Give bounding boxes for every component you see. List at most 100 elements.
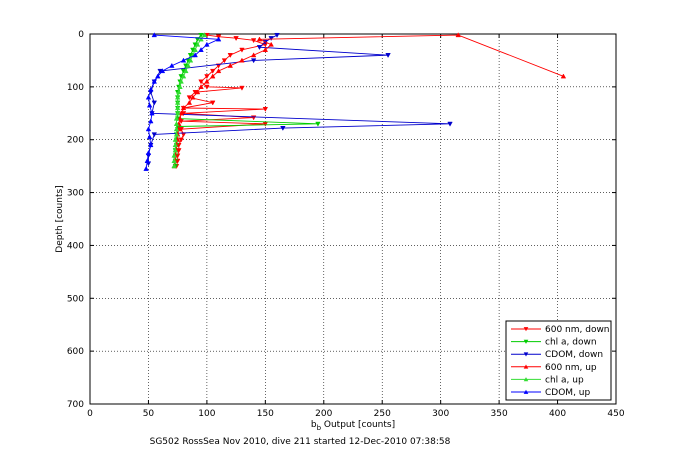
legend-marker <box>523 364 529 369</box>
data-point <box>145 126 152 132</box>
legend-entry: chl a, down <box>511 338 597 348</box>
data-point <box>146 102 153 108</box>
data-point <box>268 36 274 42</box>
data-point <box>185 62 191 68</box>
data-point <box>180 73 187 79</box>
legend-label: 600 nm, up <box>545 363 597 373</box>
y-tick-label: 700 <box>67 400 84 410</box>
data-point <box>315 121 321 127</box>
data-point <box>187 57 194 63</box>
data-point <box>178 110 184 116</box>
data-point <box>215 68 222 74</box>
legend-box <box>505 320 612 401</box>
data-point <box>172 136 179 142</box>
data-point <box>256 36 263 42</box>
data-point <box>151 78 158 84</box>
data-point <box>233 36 239 42</box>
data-point <box>256 45 263 51</box>
data-point <box>148 86 154 92</box>
data-point <box>171 158 177 163</box>
data-point <box>250 38 257 44</box>
data-point <box>178 137 184 143</box>
data-point <box>274 32 280 38</box>
data-point <box>146 134 153 140</box>
data-point <box>560 73 567 79</box>
x-tick-label: 350 <box>491 409 508 419</box>
data-point <box>178 78 184 84</box>
data-point <box>174 99 181 105</box>
data-point <box>201 32 208 38</box>
data-point <box>250 58 257 64</box>
legend-entry: chl a, up <box>511 375 584 385</box>
legend-entry: 600 nm, up <box>511 363 597 373</box>
data-point <box>221 58 228 64</box>
data-point <box>192 52 198 58</box>
data-point <box>198 36 204 42</box>
x-tick-label: 50 <box>143 409 155 419</box>
x-tick-label: 100 <box>198 409 215 419</box>
data-point <box>186 95 193 101</box>
data-point <box>174 94 181 100</box>
data-point <box>204 78 210 84</box>
data-point <box>262 106 269 112</box>
data-point <box>204 74 210 80</box>
data-point <box>148 118 154 124</box>
data-point <box>151 132 158 138</box>
data-point <box>172 147 179 153</box>
legend: 600 nm, down chl a, down CDOM, down 600 nm,… <box>505 320 612 401</box>
data-point <box>194 89 201 95</box>
y-tick-label: 400 <box>67 241 84 251</box>
y-tick-label: 100 <box>67 83 84 93</box>
legend-marker <box>523 352 529 357</box>
data-point <box>171 152 177 158</box>
data-point <box>198 84 204 89</box>
x-axis-ticks: 0 50 100 150 200 250 300 350 400 450 <box>87 34 625 419</box>
data-point <box>177 115 183 121</box>
data-point <box>174 110 181 116</box>
data-point <box>145 94 152 100</box>
data-point <box>239 47 245 53</box>
data-point <box>173 121 180 126</box>
x-tick-label: 250 <box>374 409 391 419</box>
y-axis-ticks: 0 100 200 300 400 500 600 700 <box>67 30 616 410</box>
data-point <box>204 84 210 90</box>
data-point <box>227 53 233 58</box>
series-5 <box>143 32 222 171</box>
legend-label: CDOM, up <box>545 388 590 398</box>
x-tick-label: 300 <box>432 409 449 419</box>
x-tick-label: 0 <box>87 409 93 419</box>
data-point <box>183 68 189 74</box>
data-point <box>169 62 175 68</box>
data-point <box>192 47 198 52</box>
legend-marker <box>523 377 529 382</box>
data-point <box>455 32 461 38</box>
data-point <box>159 68 166 74</box>
data-point <box>148 142 154 148</box>
data-point <box>385 53 391 58</box>
legend-entry: 600 nm, down <box>511 325 610 335</box>
footer-caption: SG502 RossSea Nov 2010, dive 211 started… <box>150 437 451 447</box>
data-point <box>143 165 149 171</box>
x-tick-label: 450 <box>607 409 624 419</box>
legend-marker <box>523 339 529 344</box>
data-point <box>198 47 204 52</box>
x-axis-label: bb Output [counts] <box>311 420 395 432</box>
data-point <box>239 85 245 91</box>
data-point <box>177 84 183 89</box>
data-point <box>194 37 201 43</box>
data-point <box>262 47 269 52</box>
data-point <box>172 142 179 148</box>
data-point <box>227 62 233 68</box>
data-point <box>151 100 158 106</box>
legend-label: chl a, up <box>545 375 584 385</box>
data-point <box>210 68 216 74</box>
data-point <box>250 52 257 58</box>
legend-marker <box>523 389 529 394</box>
x-tick-label: 200 <box>315 409 332 419</box>
y-tick-label: 300 <box>67 189 84 199</box>
y-axis-label: Depth [counts] <box>55 185 65 252</box>
data-point <box>204 41 210 47</box>
series-4 <box>171 32 208 169</box>
data-point <box>215 36 222 42</box>
